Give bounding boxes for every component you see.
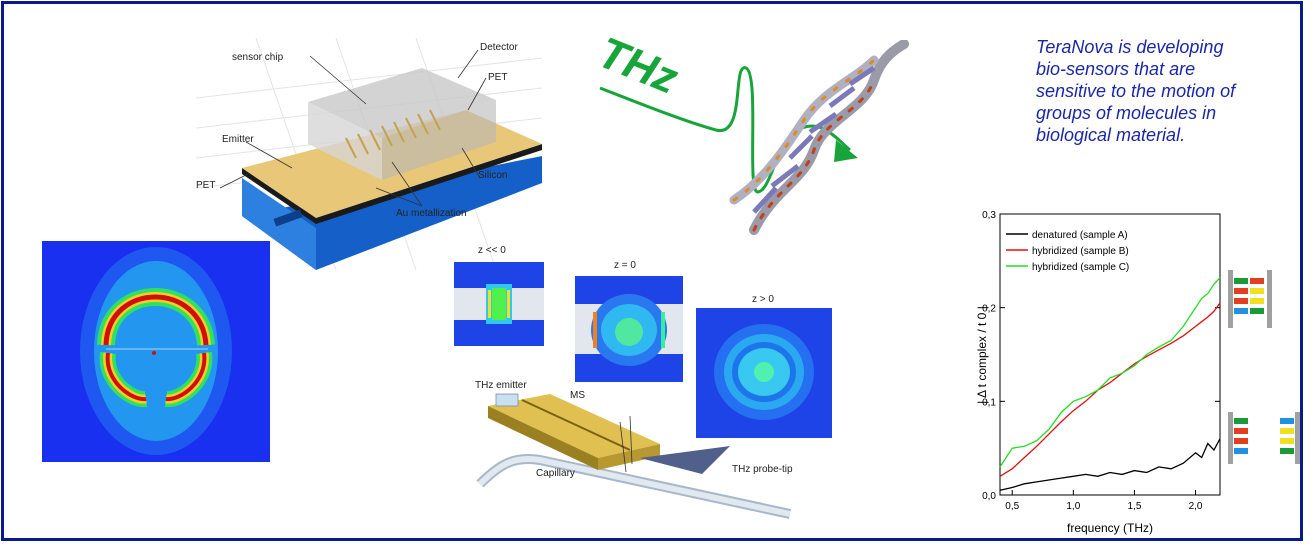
dna-molecule-image: [714, 39, 924, 240]
legend-entry: hybridized (sample C): [1032, 262, 1129, 273]
legend-entry: denatured (sample A): [1032, 230, 1128, 241]
field-panel-right-svg: [696, 308, 832, 438]
plot-area: [999, 213, 1221, 496]
x-tick-label: 1,5: [1127, 501, 1141, 512]
x-tick-label: 0,5: [1005, 501, 1019, 512]
series-line: [999, 438, 1221, 491]
field-simulation-svg: [42, 241, 270, 462]
sensor-chip-illustration: sensor chip Detector PET Emitter Silicon…: [195, 37, 543, 271]
description-line: bio-sensors that are: [1036, 59, 1196, 79]
y-tick-label: 0,1: [982, 397, 996, 408]
description-line: TeraNova is developing: [1036, 37, 1224, 57]
dna-hybridized-svg: [1228, 270, 1272, 328]
label-silicon: Silicon: [478, 170, 508, 181]
y-axis-label: | Δ t complex / t 0 |: [975, 306, 989, 404]
dna-molecule-svg: [729, 39, 909, 235]
label-au-metallization: Au metallization: [396, 208, 467, 219]
label-capillary: Capillary: [536, 468, 575, 479]
x-tick-label: 1,0: [1066, 501, 1080, 512]
label-emitter: Emitter: [222, 134, 254, 145]
field-panel-left: [454, 262, 544, 346]
description-line: groups of molecules in: [1036, 103, 1217, 123]
dna-denatured-svg: [1228, 412, 1300, 464]
dna-hybridized-icon: [1228, 270, 1272, 328]
field-panel-right: [696, 308, 832, 438]
label-probe-tip: THz probe-tip: [732, 464, 793, 475]
field-simulation-image: [42, 241, 270, 462]
label-thz-emitter: THz emitter: [475, 380, 527, 391]
probe-setup-illustration: [470, 376, 800, 522]
x-axis-label: frequency (THz): [1067, 521, 1153, 535]
label-ms: MS: [570, 390, 585, 401]
legend-entry: hybridized (sample B): [1032, 246, 1129, 257]
field-panel-middle: [575, 276, 683, 382]
field-panel-middle-svg: [575, 276, 683, 382]
label-pet-left: PET: [196, 180, 216, 191]
label-sensor-chip: sensor chip: [232, 52, 284, 63]
x-tick-label: 2,0: [1189, 501, 1203, 512]
y-tick-label: 0,0: [982, 491, 996, 502]
field-panel-label-middle: z = 0: [614, 260, 636, 271]
field-panel-left-svg: [454, 262, 544, 346]
dna-denatured-icon: [1228, 412, 1300, 464]
thz-chart: 0,5 1,0 1,5 2,0 0,0 0,1 0,2 0,3 denatured (samp…: [950, 200, 1230, 540]
sensor-chip-svg: [195, 37, 543, 271]
y-tick-label: 0,3: [982, 210, 996, 221]
label-detector: Detector: [480, 42, 518, 53]
y-tick-label: 0,2: [982, 304, 996, 315]
probe-setup-svg: [476, 393, 792, 519]
field-panel-label-left: z << 0: [478, 245, 506, 256]
series-line: [999, 277, 1221, 468]
label-pet-top: PET: [488, 72, 508, 83]
description-line: biological material.: [1036, 125, 1186, 145]
field-panel-label-right: z > 0: [752, 294, 774, 305]
description-text: TeraNova is developing bio-sensors that …: [1036, 36, 1282, 146]
thz-chart-svg: 0,5 1,0 1,5 2,0 0,0 0,1 0,2 0,3 denatured (samp…: [975, 210, 1221, 535]
description-line: sensitive to the motion of: [1036, 81, 1236, 101]
